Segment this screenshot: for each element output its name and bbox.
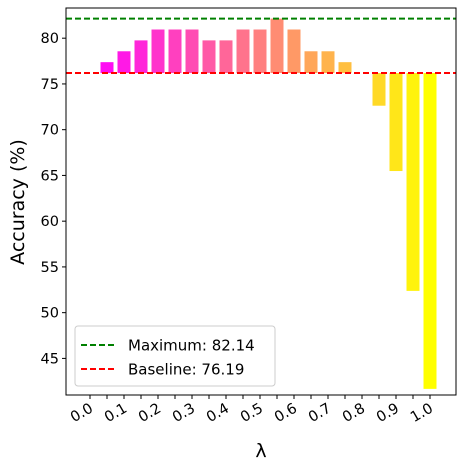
y-tick-label: 65 — [41, 168, 59, 184]
bar-0.6 — [287, 29, 301, 74]
x-tick-label: 0.9 — [374, 401, 402, 426]
x-tick-label: 0.2 — [136, 401, 164, 426]
legend-box — [74, 325, 276, 387]
y-tick-label: 45 — [41, 351, 59, 367]
y-axis-label: Accuracy (%) — [7, 139, 29, 265]
x-tick-label: 0.0 — [68, 401, 96, 426]
bar-0.9 — [389, 73, 403, 172]
y-tick-label: 55 — [41, 260, 59, 276]
bar-0.1 — [117, 51, 131, 74]
bar-0.4 — [219, 40, 233, 74]
bar-0.45 — [236, 29, 250, 74]
bar-0.75 — [338, 62, 352, 74]
y-tick-label: 70 — [41, 123, 59, 139]
bar-0.35 — [202, 40, 216, 74]
y-tick-label: 60 — [41, 214, 59, 230]
legend: Maximum: 82.14 Baseline: 76.19 — [74, 325, 276, 387]
bar-0.5 — [253, 29, 267, 74]
bar-0.95 — [406, 73, 420, 291]
bar-0.7 — [321, 51, 335, 74]
x-tick-label: 0.7 — [306, 401, 334, 426]
bar-0.05 — [100, 62, 114, 74]
plot-frame — [65, 7, 457, 396]
bar-0.25 — [168, 29, 182, 74]
x-tick-label: 0.3 — [170, 401, 198, 426]
x-tick-label: 0.1 — [102, 401, 130, 426]
x-tick-label: 0.8 — [340, 401, 368, 426]
y-axis: 45 50 55 60 65 70 75 80 — [41, 31, 66, 367]
legend-label-maximum: Maximum: 82.14 — [128, 337, 255, 355]
bar-0.15 — [134, 40, 148, 74]
x-axis-label: λ — [255, 440, 266, 462]
bar-0.85 — [372, 73, 386, 106]
bar-0.65 — [304, 51, 318, 74]
bar-0.55 — [270, 18, 284, 74]
bar-0.2 — [151, 29, 165, 74]
y-tick-label: 50 — [41, 306, 59, 322]
legend-label-baseline: Baseline: 76.19 — [128, 361, 244, 379]
bar-1 — [423, 73, 437, 389]
x-tick-label: 0.5 — [238, 401, 266, 426]
x-tick-label: 1.0 — [408, 401, 436, 426]
x-tick-label: 0.4 — [204, 401, 232, 426]
y-tick-label: 75 — [41, 77, 59, 93]
x-axis: 0.0 0.1 0.2 0.3 0.4 0.5 0.6 0.7 0.8 0.9 1.0 — [68, 395, 436, 426]
x-tick-label: 0.6 — [272, 401, 300, 426]
bar-0.3 — [185, 29, 199, 74]
y-tick-label: 80 — [41, 31, 59, 47]
reference-lines-group — [66, 17, 456, 75]
bars-group — [100, 18, 437, 389]
